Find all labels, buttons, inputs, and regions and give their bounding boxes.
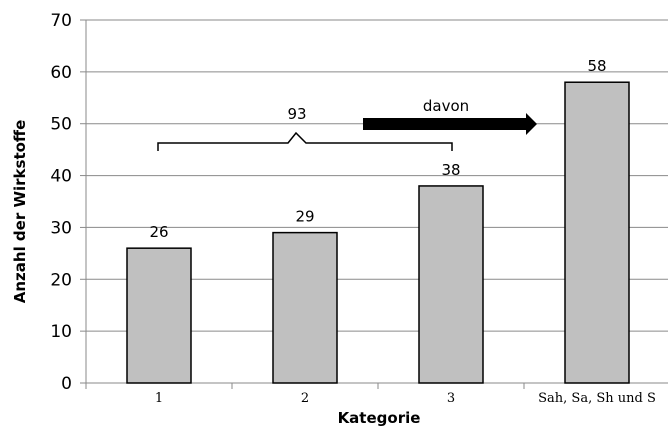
y-tick-label: 40	[50, 167, 72, 187]
bar-value-label: 58	[587, 57, 606, 75]
bar-value-label: 29	[295, 208, 314, 226]
y-tick-label: 60	[50, 63, 72, 83]
x-tick-label: 3	[447, 391, 455, 406]
bracket-total-label: 93	[287, 105, 306, 123]
y-tick-label: 50	[50, 115, 72, 135]
bar-value-label: 26	[149, 223, 168, 241]
davon-arrow-icon	[363, 113, 537, 135]
y-tick-label: 30	[50, 218, 72, 238]
y-tick-label: 0	[61, 374, 72, 394]
x-axis-title: Kategorie	[338, 409, 421, 427]
bar-1	[126, 247, 192, 384]
bar-4	[564, 81, 630, 384]
x-tick-label: Sah, Sa, Sh und S	[538, 391, 656, 406]
bar-value-label: 38	[441, 161, 460, 179]
data-labels: 26 29 38 58	[149, 57, 606, 241]
x-tick-label: 2	[301, 391, 309, 406]
bars	[126, 81, 630, 384]
y-tick-label: 20	[50, 270, 72, 290]
y-axis-title: Anzahl der Wirkstoffe	[11, 120, 29, 304]
y-tick-label: 10	[50, 322, 72, 342]
arrow-label: davon	[423, 97, 469, 115]
y-tick-label: 70	[50, 11, 72, 31]
x-tick-label: 1	[155, 391, 163, 406]
bracket-93	[157, 131, 453, 151]
bar-3	[418, 185, 484, 384]
bar-2	[272, 231, 338, 384]
annotations: 93 davon	[157, 97, 537, 151]
